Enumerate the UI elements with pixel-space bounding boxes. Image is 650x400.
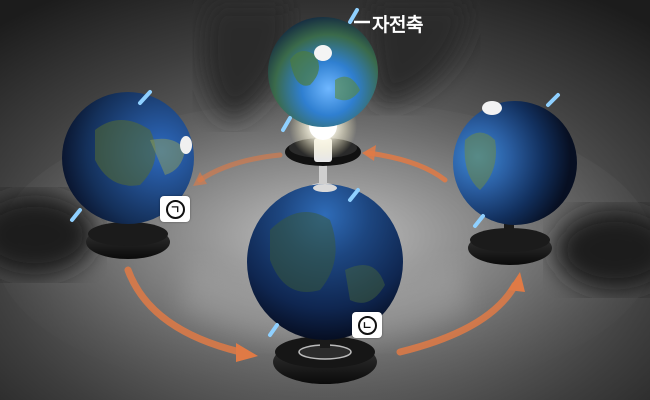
globe-right-base-top bbox=[470, 228, 550, 252]
globe-front-top-cap bbox=[313, 184, 337, 192]
globe-top-sphere bbox=[268, 17, 378, 127]
globe-top-pin bbox=[314, 45, 332, 61]
position-label-b: ㄴ bbox=[352, 312, 382, 338]
globe-left-base-top bbox=[88, 222, 168, 246]
lamp-pole bbox=[319, 165, 327, 187]
globe-right-pin bbox=[482, 101, 502, 115]
position-label-b-text: ㄴ bbox=[358, 316, 377, 335]
position-label-a: ㄱ bbox=[160, 196, 190, 222]
rotation-axis-label: 자전축 bbox=[372, 10, 423, 37]
globe-left-pin bbox=[180, 136, 192, 154]
position-label-a-text: ㄱ bbox=[166, 200, 185, 219]
